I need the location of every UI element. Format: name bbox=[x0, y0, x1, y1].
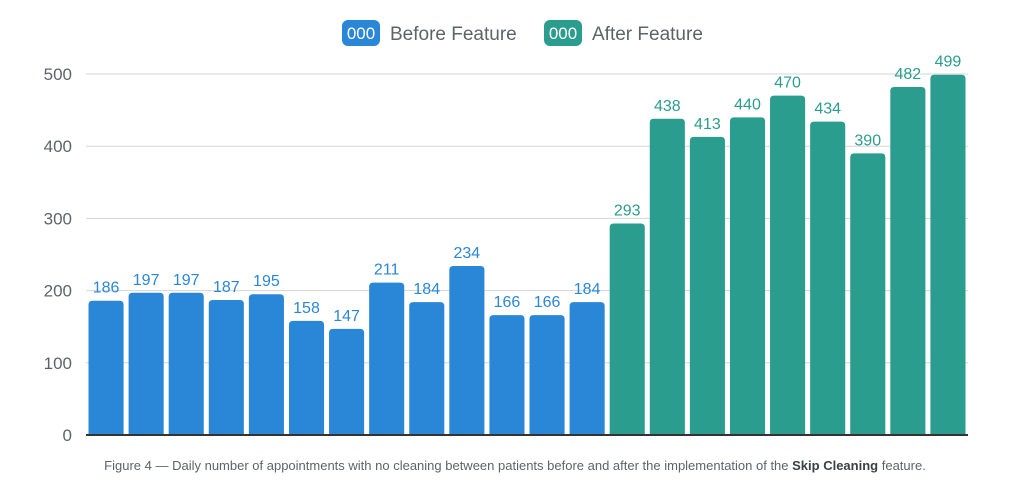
y-tick-label: 100 bbox=[44, 354, 72, 373]
y-tick-label: 500 bbox=[44, 65, 72, 84]
bar bbox=[609, 223, 645, 435]
data-label: 470 bbox=[774, 75, 801, 92]
data-labels: 186 197 197 187 195 158 147 211 184 234 166 166 184 2… bbox=[93, 54, 962, 325]
bar bbox=[890, 86, 926, 435]
bar bbox=[369, 282, 405, 435]
legend-label: Before Feature bbox=[390, 24, 517, 45]
bar bbox=[850, 153, 886, 436]
data-label: 413 bbox=[694, 116, 721, 133]
data-label: 184 bbox=[413, 281, 440, 298]
bar bbox=[770, 95, 806, 435]
data-label: 184 bbox=[574, 281, 601, 298]
data-label: 390 bbox=[854, 132, 881, 149]
caption-prefix: Figure 4 — Daily number of appointments … bbox=[104, 458, 793, 473]
bar bbox=[930, 74, 966, 436]
data-label: 434 bbox=[814, 101, 841, 118]
legend: 000 Before Feature 000 After Feature bbox=[342, 20, 703, 46]
data-label: 158 bbox=[293, 300, 320, 317]
data-label: 195 bbox=[253, 273, 280, 290]
bar bbox=[248, 294, 284, 435]
legend-swatch bbox=[544, 20, 582, 46]
bar bbox=[168, 292, 204, 435]
bar bbox=[329, 328, 365, 435]
bar bbox=[529, 315, 565, 435]
bars bbox=[88, 74, 966, 436]
data-label: 197 bbox=[133, 272, 160, 289]
data-label: 187 bbox=[213, 279, 240, 296]
y-tick-label: 200 bbox=[44, 282, 72, 301]
figure-caption: Figure 4 — Daily number of appointments … bbox=[0, 458, 1030, 473]
bar bbox=[449, 266, 485, 435]
bar bbox=[288, 320, 325, 435]
data-label: 440 bbox=[734, 96, 761, 113]
y-tick-label: 300 bbox=[44, 209, 72, 228]
y-tick-label: 0 bbox=[63, 426, 72, 445]
bar bbox=[208, 299, 244, 435]
bar bbox=[729, 117, 766, 435]
data-label: 166 bbox=[534, 294, 561, 311]
legend-swatch-text: 000 bbox=[549, 24, 577, 43]
bar bbox=[689, 136, 725, 435]
bar bbox=[649, 118, 685, 435]
y-tick-label: 400 bbox=[44, 137, 72, 156]
data-label: 499 bbox=[935, 54, 962, 71]
legend-label: After Feature bbox=[592, 24, 703, 45]
data-label: 234 bbox=[454, 245, 481, 262]
bar bbox=[88, 300, 124, 435]
data-label: 186 bbox=[93, 280, 120, 297]
data-label: 166 bbox=[494, 294, 521, 311]
legend-swatch bbox=[342, 20, 380, 46]
y-axis: 0 100 200 300 400 500 bbox=[44, 65, 72, 445]
bar bbox=[810, 121, 846, 435]
bar bbox=[128, 292, 164, 435]
data-label: 293 bbox=[614, 202, 641, 219]
bar bbox=[569, 302, 605, 435]
data-label: 482 bbox=[895, 66, 922, 83]
caption-bold: Skip Cleaning bbox=[792, 458, 879, 473]
data-label: 438 bbox=[654, 98, 681, 115]
data-label: 147 bbox=[333, 308, 360, 325]
bar bbox=[409, 302, 445, 435]
caption-suffix: feature. bbox=[878, 458, 926, 473]
data-label: 211 bbox=[374, 262, 400, 279]
bar bbox=[489, 315, 525, 435]
data-label: 197 bbox=[173, 272, 200, 289]
legend-swatch-text: 000 bbox=[347, 24, 375, 43]
